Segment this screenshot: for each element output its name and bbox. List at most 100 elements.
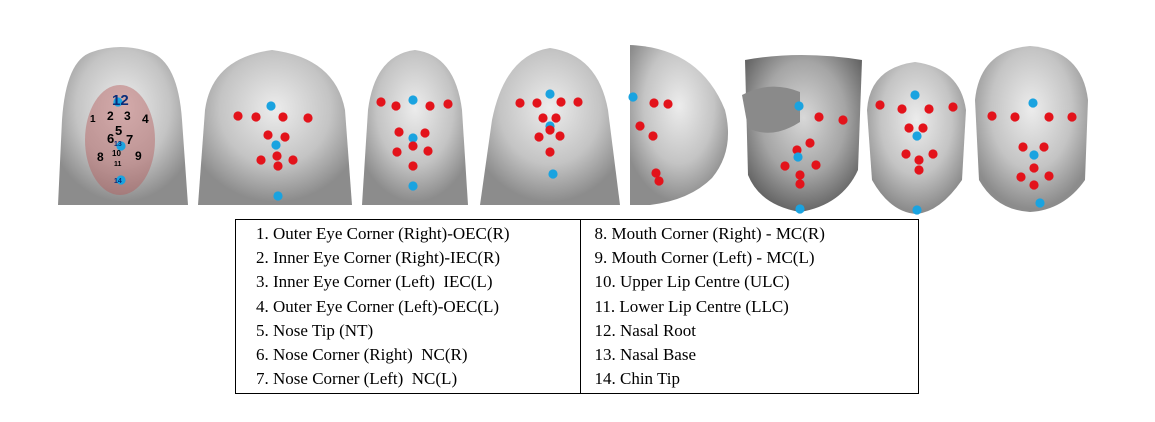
landmark-dot-red	[443, 99, 453, 109]
landmark-dot-red	[654, 176, 664, 186]
landmark-dot-red	[914, 155, 924, 165]
face1-label: 10	[112, 149, 121, 158]
face1-label: 1	[90, 114, 96, 125]
landmark-dot-blue	[1028, 98, 1038, 108]
landmark-dot-red	[663, 99, 673, 109]
face-5	[630, 45, 729, 205]
face1-label: 3	[124, 109, 131, 123]
landmark-dot-red	[792, 145, 802, 155]
landmark-dot-red	[551, 113, 561, 123]
landmark-dot-red	[391, 101, 401, 111]
landmark-dot-red	[273, 161, 283, 171]
landmark-dot-blue	[1029, 150, 1039, 160]
legend-item: 11. Lower Lip Centre (LLC)	[594, 296, 789, 316]
landmark-dot-red	[251, 112, 261, 122]
landmark-dot-red	[408, 161, 418, 171]
landmark-dot-red	[1016, 172, 1026, 182]
landmark-dot-blue	[266, 101, 276, 111]
landmark-dot-blue	[116, 175, 126, 185]
landmark-dot-blue	[628, 92, 638, 102]
landmark-dot-red	[811, 160, 821, 170]
landmark-dot-red	[814, 112, 824, 122]
landmark-dot-red	[648, 131, 658, 141]
landmark-dot-red	[545, 125, 555, 135]
landmark-dot-red	[538, 113, 548, 123]
face-3	[362, 50, 468, 205]
landmark-dot-blue	[545, 89, 555, 99]
face1-label: 4	[142, 112, 149, 126]
face1-label: 5	[115, 123, 122, 138]
landmark-dot-red	[423, 146, 433, 156]
face1-label: 8	[97, 150, 104, 164]
legend-item: 3. Inner Eye Corner (Left) IEC(L)	[256, 272, 493, 292]
landmark-dot-red	[1010, 112, 1020, 122]
landmark-dot-red	[651, 168, 661, 178]
landmark-dot-red	[1044, 112, 1054, 122]
landmark-dot-red	[420, 128, 430, 138]
landmark-dot-red	[1029, 163, 1039, 173]
landmark-dot-blue	[793, 152, 803, 162]
landmark-dot-red	[534, 132, 544, 142]
legend-item: 14. Chin Tip	[594, 369, 681, 389]
landmark-dot-red	[233, 111, 243, 121]
landmark-dot-blue	[794, 101, 804, 111]
face-2	[198, 50, 352, 205]
landmark-dot-red	[408, 141, 418, 151]
face1-label: 11	[114, 161, 122, 168]
landmark-dot-red	[805, 138, 815, 148]
legend-item: 7. Nose Corner (Left) NC(L)	[256, 369, 458, 389]
legend-item: 4. Outer Eye Corner (Left)-OEC(L)	[256, 296, 500, 316]
landmark-dot-red	[914, 165, 924, 175]
landmark-dot-blue	[1035, 198, 1045, 208]
landmark-dot-red	[1067, 112, 1077, 122]
face-landmark-images: 12 1 2 3 4 5 6 7 13 10 8 9 11 14	[58, 45, 1088, 215]
landmark-dot-blue	[795, 204, 805, 214]
landmark-dot-red	[288, 155, 298, 165]
landmark-dot-blue	[273, 191, 283, 201]
legend-column-left: 1. Outer Eye Corner (Right)-OEC(R) 2. In…	[236, 220, 581, 393]
face1-label: 9	[135, 149, 142, 163]
landmark-dot-red	[376, 97, 386, 107]
legend-item: 8. Mouth Corner (Right) - MC(R)	[594, 224, 825, 243]
landmark-dot-red	[555, 131, 565, 141]
face-1	[58, 47, 188, 205]
landmark-dot-red	[272, 151, 282, 161]
landmark-dot-red	[928, 149, 938, 159]
landmark-dot-red	[278, 112, 288, 122]
landmark-dot-red	[924, 104, 934, 114]
landmark-dot-red	[394, 127, 404, 137]
landmark-dot-red	[795, 179, 805, 189]
landmark-dot-red	[573, 97, 583, 107]
landmark-dot-blue	[408, 95, 418, 105]
face-8	[975, 46, 1088, 212]
landmark-dot-red	[532, 98, 542, 108]
landmark-legend-table: 1. Outer Eye Corner (Right)-OEC(R) 2. In…	[235, 219, 919, 394]
legend-item: 9. Mouth Corner (Left) - MC(L)	[594, 248, 815, 268]
landmark-dot-red	[1039, 142, 1049, 152]
face1-label: 12	[112, 92, 129, 109]
landmark-dot-red	[256, 155, 266, 165]
landmark-dot-red	[987, 111, 997, 121]
landmark-dot-red	[515, 98, 525, 108]
landmark-dot-blue	[912, 131, 922, 141]
face-6	[742, 55, 862, 212]
legend-item: 2. Inner Eye Corner (Right)-IEC(R)	[256, 248, 501, 268]
landmark-dot-red	[392, 147, 402, 157]
landmark-dot-blue	[113, 97, 123, 107]
face1-label: 13	[114, 141, 122, 148]
landmark-dot-red	[838, 115, 848, 125]
landmark-dot-blue	[408, 133, 418, 143]
landmark-dot-red	[425, 101, 435, 111]
legend-item: 6. Nose Corner (Right) NC(R)	[256, 345, 468, 365]
face1-label: 2	[107, 109, 114, 123]
landmark-dot-blue	[912, 205, 922, 215]
landmark-dot-red	[897, 104, 907, 114]
landmark-dot-red	[875, 100, 885, 110]
landmark-dot-blue	[408, 181, 418, 191]
face1-label: 6	[107, 131, 114, 146]
landmark-dot-red	[780, 161, 790, 171]
landmark-dot-red	[635, 121, 645, 131]
landmark-dot-red	[1044, 171, 1054, 181]
face1-label: 14	[114, 178, 122, 185]
landmark-dot-blue	[548, 169, 558, 179]
